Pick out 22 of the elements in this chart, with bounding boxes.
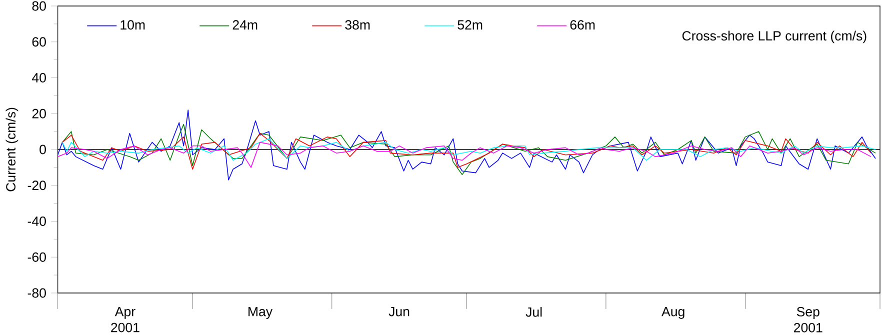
text: Cross-shore LLP current (cm/s) [682, 30, 866, 44]
x-tick-label: Aug [662, 307, 684, 319]
y-tick-label: -40 [28, 216, 46, 226]
x-tick-label: Sep 2001 [794, 307, 822, 332]
y-tick-label: 80 [32, 1, 46, 11]
legend-label: 66m [570, 20, 595, 30]
y-tick-label: 60 [32, 37, 46, 47]
x-tick-label: Jun [388, 307, 410, 316]
y-tick-label: 40 [32, 73, 46, 83]
x-tick-label: Apr 2001 [111, 307, 140, 332]
legend-label: 52m [458, 20, 482, 30]
y-tick-label: -20 [28, 180, 46, 190]
y-tick-label: -80 [28, 288, 46, 298]
y-axis-title: Current (cm/s) [6, 108, 18, 192]
y-tick-label: 0 [40, 144, 46, 154]
y-tick-label: 20 [32, 108, 46, 118]
x-tick-label: May [248, 307, 273, 319]
y-tick-label: -60 [28, 252, 46, 262]
legend-label: 10m [120, 20, 145, 30]
legend-label: 38m [345, 20, 370, 30]
x-tick-label: Jul [526, 307, 542, 317]
legend-label: 24m [232, 20, 258, 30]
